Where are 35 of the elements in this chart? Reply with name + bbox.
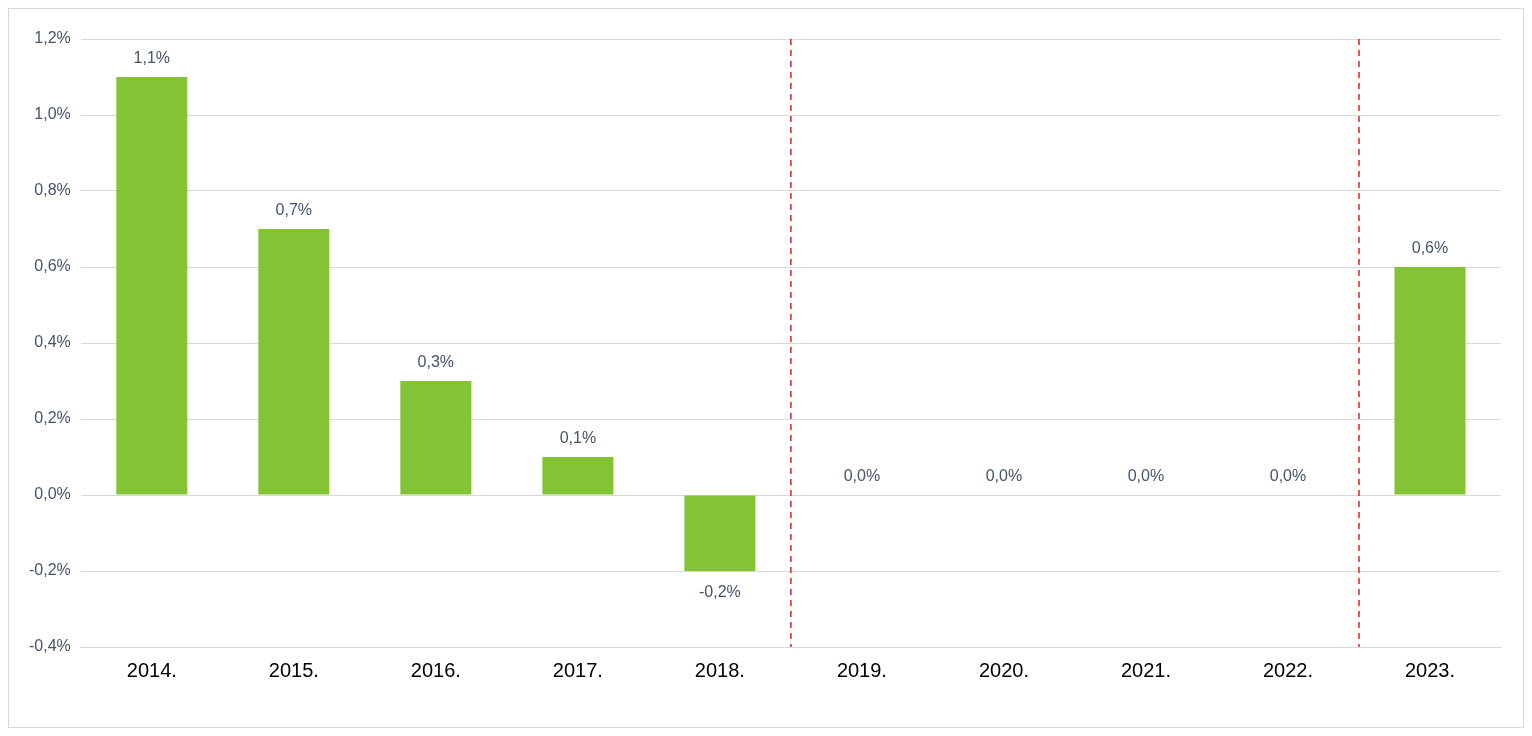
data-label: 0,0% — [1269, 467, 1307, 485]
y-tick-label: 1,2% — [34, 29, 71, 47]
x-tick-label: 2015. — [268, 658, 319, 681]
y-tick-label: 0,4% — [34, 333, 71, 351]
data-label: 0,1% — [559, 429, 597, 447]
x-tick-label: 2017. — [552, 658, 603, 681]
x-tick-label: 2022. — [1262, 658, 1313, 681]
data-label: -0,2% — [698, 583, 741, 601]
y-tick-label: 0,0% — [34, 485, 71, 503]
data-label: 0,0% — [843, 467, 881, 485]
data-label: 0,0% — [1127, 467, 1165, 485]
data-label: 0,7% — [275, 201, 313, 219]
y-tick-label: 1,0% — [34, 105, 71, 123]
bar — [258, 229, 330, 495]
y-tick-label: 0,8% — [34, 181, 71, 199]
y-tick-label: -0,2% — [29, 561, 71, 579]
bar — [1394, 267, 1466, 495]
x-tick-label: 2023. — [1404, 658, 1456, 681]
x-tick-label: 2021. — [1120, 658, 1171, 681]
data-label: 0,6% — [1411, 239, 1449, 257]
data-label: 0,0% — [985, 467, 1023, 485]
x-tick-label: 2020. — [978, 658, 1029, 681]
bar — [400, 381, 472, 495]
x-tick-label: 2016. — [410, 658, 461, 681]
bar — [684, 495, 756, 571]
y-tick-label: 0,6% — [34, 257, 71, 275]
x-tick-label: 2014. — [126, 658, 177, 681]
x-tick-label: 2018. — [694, 658, 745, 681]
y-tick-label: 0,2% — [34, 409, 71, 427]
y-tick-label: -0,4% — [29, 637, 71, 655]
data-label: 0,3% — [417, 353, 455, 371]
x-tick-label: 2019. — [836, 658, 887, 681]
bar — [116, 77, 188, 495]
data-label: 1,1% — [133, 49, 171, 67]
bar — [542, 457, 614, 495]
